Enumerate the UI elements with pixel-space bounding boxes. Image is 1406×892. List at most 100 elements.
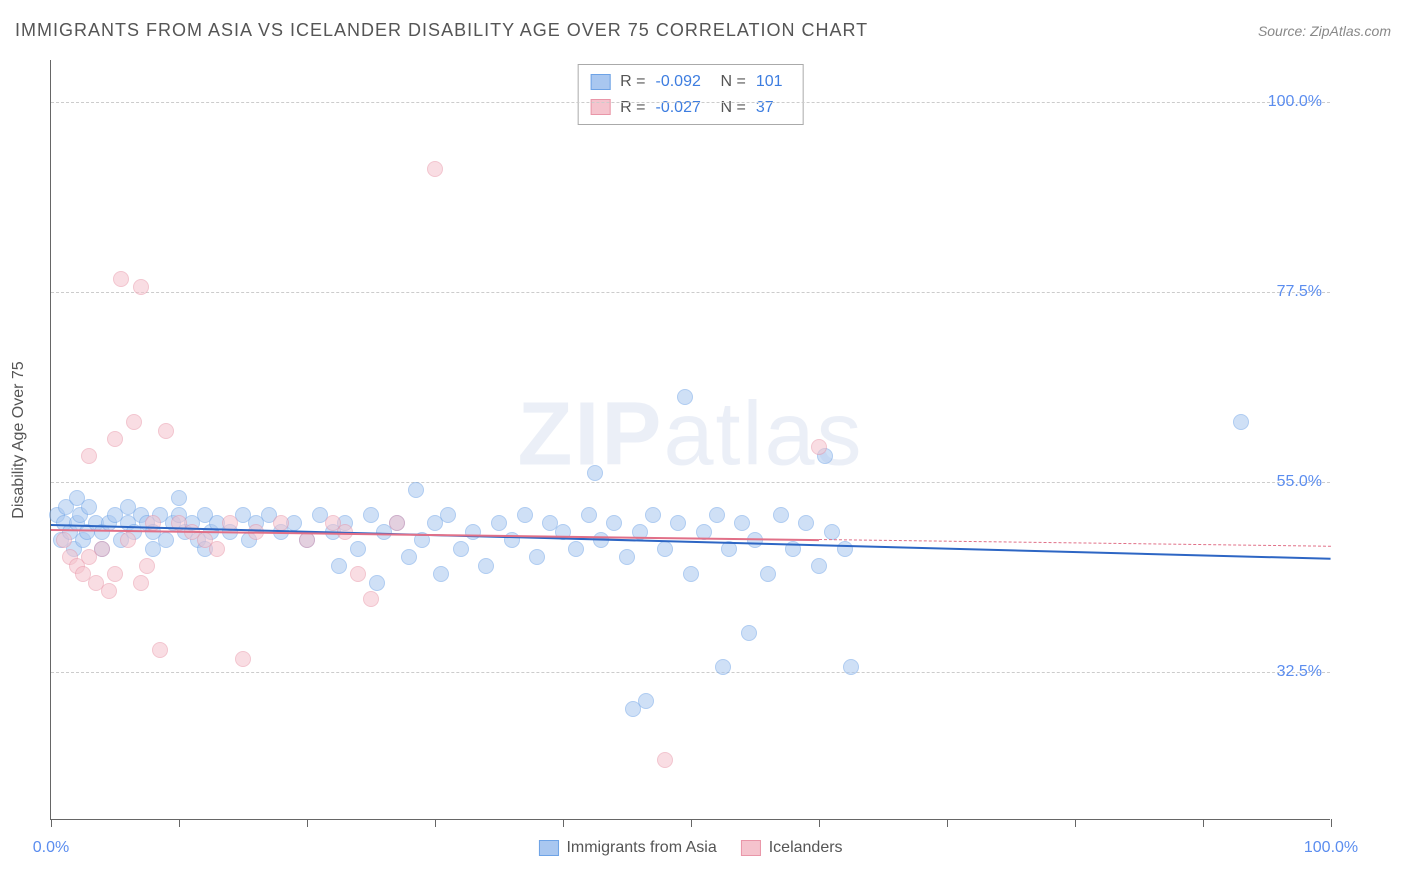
n-value: 101 (756, 69, 791, 95)
y-tick-label: 32.5% (1277, 663, 1322, 681)
scatter-point (101, 583, 117, 599)
scatter-point (139, 558, 155, 574)
scatter-point (107, 566, 123, 582)
scatter-point (171, 490, 187, 506)
r-label: R = (620, 95, 645, 121)
scatter-point (69, 490, 85, 506)
scatter-point (760, 566, 776, 582)
scatter-point (645, 507, 661, 523)
r-label: R = (620, 69, 645, 95)
x-tick (307, 819, 308, 827)
chart-title: IMMIGRANTS FROM ASIA VS ICELANDER DISABI… (15, 20, 868, 41)
legend-item: Icelanders (741, 839, 843, 857)
scatter-point (299, 532, 315, 548)
scatter-point (811, 439, 827, 455)
scatter-point (837, 541, 853, 557)
scatter-point (81, 448, 97, 464)
scatter-point (824, 524, 840, 540)
scatter-point (389, 515, 405, 531)
scatter-point (350, 541, 366, 557)
gridline-h (51, 672, 1330, 673)
scatter-point (747, 532, 763, 548)
r-value: -0.027 (656, 95, 711, 121)
scatter-point (363, 507, 379, 523)
scatter-point (133, 279, 149, 295)
scatter-point (133, 575, 149, 591)
x-tick (51, 819, 52, 827)
scatter-point (638, 693, 654, 709)
x-tick (1331, 819, 1332, 827)
x-tick (947, 819, 948, 827)
scatter-point (773, 507, 789, 523)
scatter-point (369, 575, 385, 591)
scatter-point (709, 507, 725, 523)
x-tick (435, 819, 436, 827)
scatter-point (145, 515, 161, 531)
scatter-point (529, 549, 545, 565)
scatter-point (350, 566, 366, 582)
n-label: N = (721, 95, 746, 121)
scatter-point (152, 642, 168, 658)
stats-box: R = -0.092 N = 101 R = -0.027 N = 37 (577, 64, 804, 125)
scatter-point (581, 507, 597, 523)
n-label: N = (721, 69, 746, 95)
scatter-point (619, 549, 635, 565)
plot-area: Disability Age Over 75 ZIPatlas R =-0.09… (50, 60, 1330, 820)
scatter-point (107, 431, 123, 447)
scatter-point (677, 389, 693, 405)
gridline-h (51, 292, 1330, 293)
scatter-point (120, 532, 136, 548)
scatter-point (113, 271, 129, 287)
scatter-point (606, 515, 622, 531)
scatter-point (657, 541, 673, 557)
scatter-point (408, 482, 424, 498)
x-tick-label: 0.0% (33, 839, 69, 857)
x-tick-label: 100.0% (1304, 839, 1358, 857)
scatter-point (798, 515, 814, 531)
scatter-point (683, 566, 699, 582)
scatter-point (453, 541, 469, 557)
scatter-point (158, 423, 174, 439)
scatter-point (120, 499, 136, 515)
scatter-point (209, 541, 225, 557)
scatter-point (517, 507, 533, 523)
n-value: 37 (756, 95, 791, 121)
x-tick (1203, 819, 1204, 827)
source-label: Source: ZipAtlas.com (1258, 23, 1391, 39)
stats-row: R = -0.027 N = 37 (590, 95, 791, 121)
scatter-point (657, 752, 673, 768)
x-tick (819, 819, 820, 827)
stats-row: R = -0.092 N = 101 (590, 69, 791, 95)
x-tick (179, 819, 180, 827)
scatter-point (331, 558, 347, 574)
scatter-point (491, 515, 507, 531)
x-tick (563, 819, 564, 827)
gridline-h (51, 102, 1330, 103)
scatter-point (587, 465, 603, 481)
scatter-point (715, 659, 731, 675)
r-value: -0.092 (656, 69, 711, 95)
scatter-point (56, 532, 72, 548)
scatter-point (427, 161, 443, 177)
scatter-point (568, 541, 584, 557)
legend-swatch (590, 74, 610, 90)
y-tick-label: 55.0% (1277, 473, 1322, 491)
scatter-point (126, 414, 142, 430)
scatter-point (94, 541, 110, 557)
x-tick (1075, 819, 1076, 827)
x-tick (691, 819, 692, 827)
scatter-point (670, 515, 686, 531)
gridline-h (51, 482, 1330, 483)
legend-swatch (538, 840, 558, 856)
legend-swatch (741, 840, 761, 856)
scatter-point (478, 558, 494, 574)
y-tick-label: 100.0% (1268, 93, 1322, 111)
scatter-point (401, 549, 417, 565)
scatter-point (741, 625, 757, 641)
scatter-point (363, 591, 379, 607)
scatter-point (811, 558, 827, 574)
scatter-point (843, 659, 859, 675)
scatter-point (465, 524, 481, 540)
scatter-point (1233, 414, 1249, 430)
y-axis-label: Disability Age Over 75 (10, 361, 28, 518)
